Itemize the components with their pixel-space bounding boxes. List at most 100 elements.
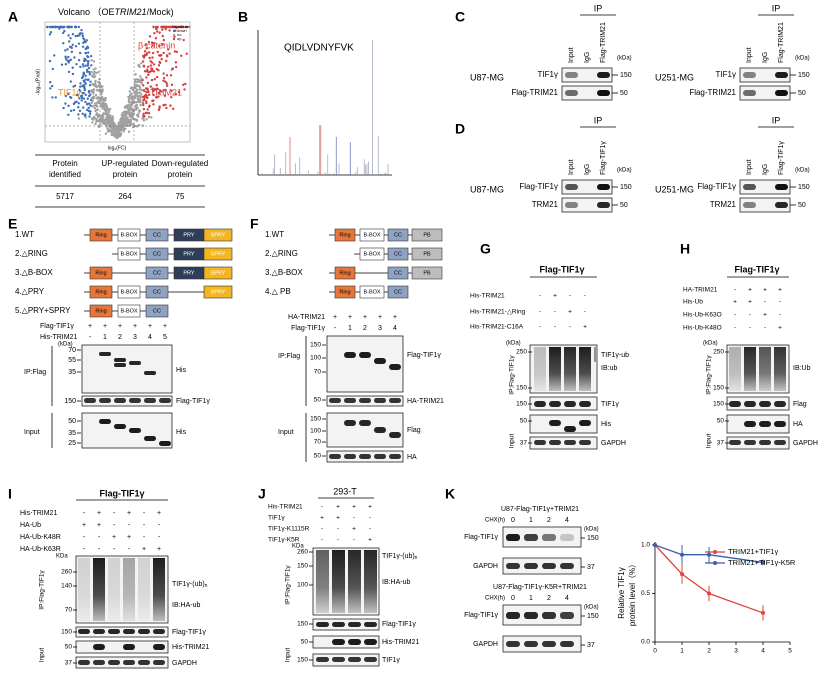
volcano-point xyxy=(49,81,52,84)
domain-label: SPRY xyxy=(211,270,226,276)
volcano-point xyxy=(81,34,85,38)
volcano-point xyxy=(129,114,132,117)
blot-frame xyxy=(726,414,790,434)
domain-label: Ring xyxy=(95,232,106,238)
volcano-point xyxy=(179,54,183,57)
volcano-point xyxy=(177,91,181,94)
condition-sign: - xyxy=(764,299,766,306)
lane-label: Input xyxy=(746,159,753,175)
domain-box xyxy=(411,228,443,242)
legend-label: no xyxy=(177,32,182,37)
ip-label: IP xyxy=(594,3,603,13)
blot-frame xyxy=(75,656,169,669)
marker-label: 70 xyxy=(68,347,76,354)
volcano-point xyxy=(94,67,97,70)
volcano-point xyxy=(95,120,98,123)
condition-sign: + xyxy=(393,314,397,321)
section-label: IP:Flag xyxy=(24,369,46,376)
blot-band xyxy=(364,657,377,662)
domain-box xyxy=(117,304,141,318)
ubiquitin-smear xyxy=(138,558,150,621)
volcano-point xyxy=(123,120,127,124)
volcano-point xyxy=(138,101,142,104)
ubiquitin-smear xyxy=(93,558,105,621)
blot-band xyxy=(344,454,356,459)
x-tick-label: 5 xyxy=(788,648,792,655)
band-label: IB:HA-ub xyxy=(382,579,411,586)
title-part: /Mock) xyxy=(147,7,174,17)
domain-box xyxy=(203,228,233,242)
volcano-point xyxy=(161,34,164,38)
volcano-point xyxy=(161,42,164,46)
marker-label: 50 xyxy=(620,202,628,209)
band-label: IB:Ub xyxy=(793,365,811,372)
volcano-point xyxy=(145,90,148,94)
volcano-point xyxy=(64,57,68,60)
ubiquitin-smear xyxy=(759,347,771,391)
condition-sign: - xyxy=(158,534,161,541)
data-point xyxy=(680,572,684,577)
condition-sign: - xyxy=(89,334,92,341)
volcano-point xyxy=(129,103,133,107)
condition-label: His-Ub xyxy=(683,299,703,306)
panel-label: D xyxy=(455,121,465,137)
volcano-point xyxy=(131,117,135,120)
condition-sign: - xyxy=(143,510,146,517)
blot-band xyxy=(744,440,756,445)
volcano-point xyxy=(152,99,155,102)
blot-title: U87-Flag-TIF1γ+TRIM21 xyxy=(501,506,579,513)
volcano-point xyxy=(97,70,100,74)
volcano-point xyxy=(164,80,167,83)
volcano-point xyxy=(129,96,133,100)
blot-band xyxy=(364,639,377,645)
band-label: Flag xyxy=(407,427,421,434)
condition-label: TIF1γ xyxy=(268,515,285,522)
volcano-point xyxy=(91,82,94,86)
volcano-point xyxy=(154,88,158,91)
condition-label: TIF1γ-K1115R xyxy=(268,526,310,533)
volcano-point xyxy=(115,136,119,140)
condition-sign: - xyxy=(749,312,751,319)
blot-band xyxy=(138,660,150,665)
construct-label: 4.△ PB xyxy=(265,287,291,296)
marker-label: 100 xyxy=(310,355,321,362)
volcano-point xyxy=(183,88,186,91)
condition-sign: + xyxy=(763,312,767,319)
condition-sign: - xyxy=(321,537,323,544)
section-label: IP:Flag xyxy=(278,353,300,360)
panel-label: J xyxy=(258,486,266,502)
volcano-point xyxy=(105,125,108,128)
volcano-point xyxy=(130,86,133,89)
volcano-point xyxy=(76,93,79,97)
volcano-point xyxy=(170,95,173,99)
volcano-point xyxy=(64,63,68,66)
volcano-point xyxy=(78,109,82,113)
condition-sign: + xyxy=(112,534,116,541)
volcano-point xyxy=(72,108,76,112)
condition-sign: - xyxy=(143,522,146,529)
volcano-point xyxy=(116,133,120,136)
volcano-point xyxy=(128,90,131,93)
marker-label: 50 xyxy=(301,639,309,646)
blot-frame xyxy=(529,396,598,411)
band-label: His xyxy=(176,367,187,374)
data-point xyxy=(680,552,684,557)
volcano-point xyxy=(93,107,97,110)
volcano-point xyxy=(88,73,92,76)
unit: KDa xyxy=(292,544,304,550)
label-subscript: n xyxy=(205,583,208,589)
volcano-point xyxy=(97,99,100,103)
volcano-point xyxy=(138,110,141,113)
condition-sign: + xyxy=(363,314,367,321)
panel-label: B xyxy=(238,9,248,25)
volcano-point xyxy=(76,34,79,38)
volcano-point xyxy=(162,104,165,107)
volcano-point xyxy=(92,118,95,121)
volcano-point xyxy=(86,51,90,54)
volcano-point xyxy=(140,62,143,65)
ubiquitin-smear xyxy=(729,347,741,391)
blot-band xyxy=(329,454,341,459)
volcano-point xyxy=(131,88,135,92)
blot-band xyxy=(743,72,756,78)
domain-label: B-BOX xyxy=(120,232,137,238)
